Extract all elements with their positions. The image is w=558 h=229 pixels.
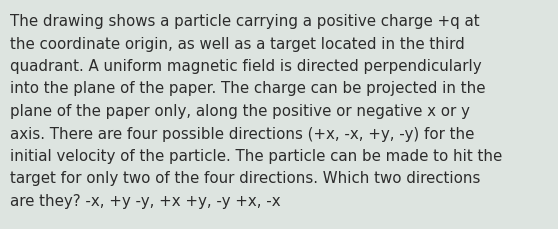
Text: are they? -x, +y -y, +x +y, -y +x, -x: are they? -x, +y -y, +x +y, -y +x, -x	[10, 193, 281, 208]
Text: into the plane of the paper. The charge can be projected in the: into the plane of the paper. The charge …	[10, 81, 485, 96]
Text: plane of the paper only, along the positive or negative x or y: plane of the paper only, along the posit…	[10, 104, 470, 118]
Text: The drawing shows a particle carrying a positive charge +q at: The drawing shows a particle carrying a …	[10, 14, 480, 29]
Text: axis. There are four possible directions (+x, -x, +y, -y) for the: axis. There are four possible directions…	[10, 126, 474, 141]
Text: initial velocity of the particle. The particle can be made to hit the: initial velocity of the particle. The pa…	[10, 148, 502, 163]
Text: the coordinate origin, as well as a target located in the third: the coordinate origin, as well as a targ…	[10, 36, 465, 51]
Text: quadrant. A uniform magnetic field is directed perpendicularly: quadrant. A uniform magnetic field is di…	[10, 59, 482, 74]
Text: target for only two of the four directions. Which two directions: target for only two of the four directio…	[10, 171, 480, 186]
